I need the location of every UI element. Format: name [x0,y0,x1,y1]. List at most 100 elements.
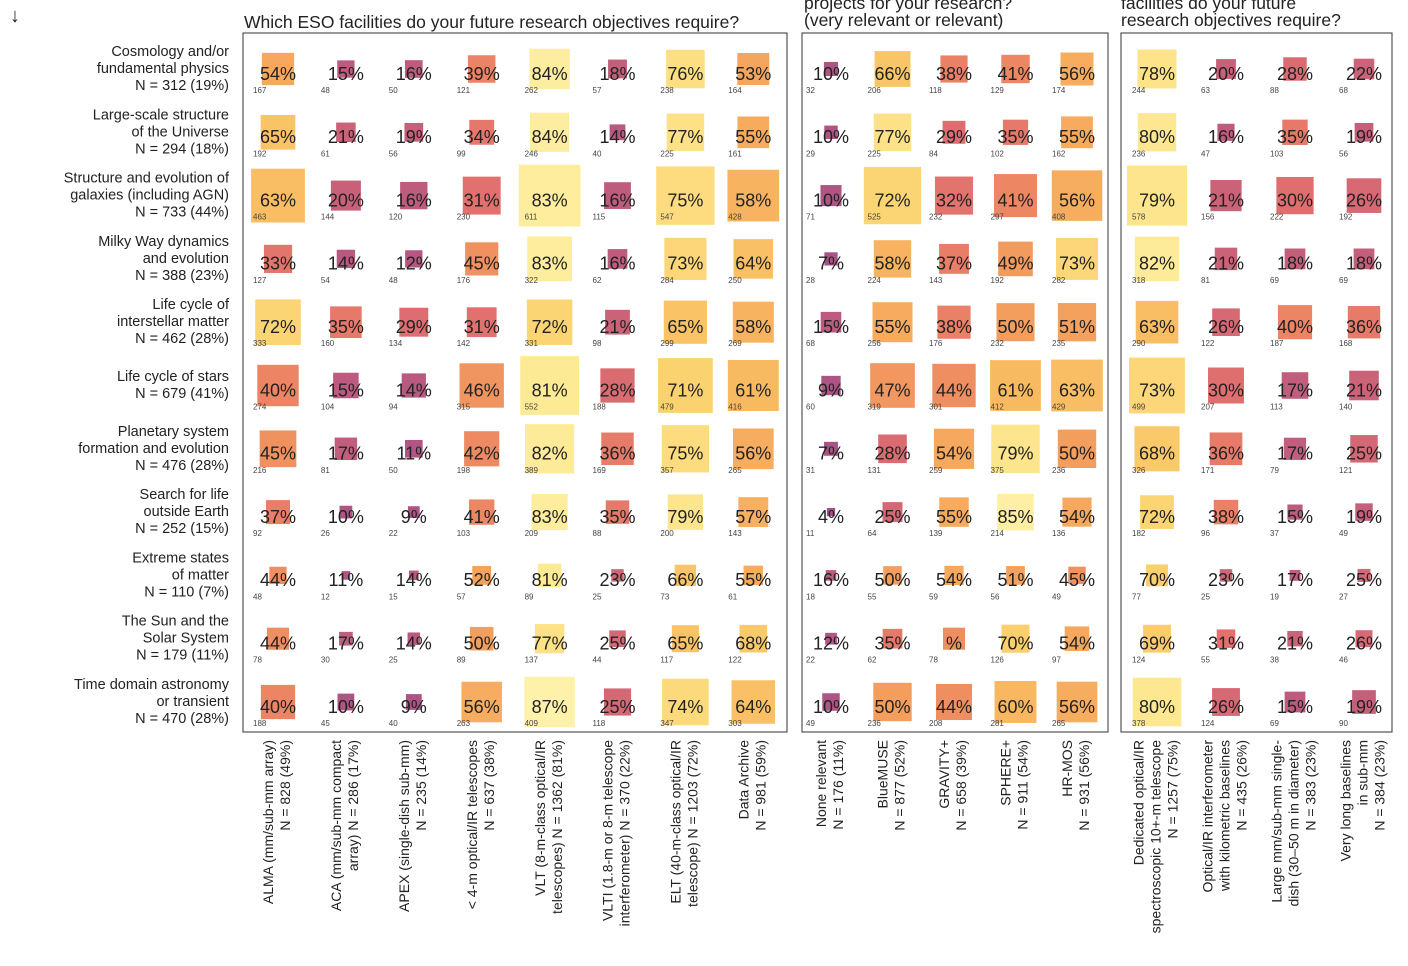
cell-square [524,676,575,728]
cell-square [405,250,423,268]
percent-label: 55% [874,317,910,337]
percent-label: 60% [997,697,1033,717]
cell-square [1002,119,1029,145]
count-label: 57 [457,592,466,601]
count-label: 263 [457,719,471,728]
percent-label: 35% [328,317,364,337]
count-label: 88 [593,529,602,538]
percent-label: 35% [1277,127,1313,147]
count-label: 57 [593,86,602,95]
column-label: interferometer) N = 370 (22%) [617,740,633,926]
cell-square [339,505,353,519]
percent-label: 82% [532,444,568,464]
percent-label: 52% [464,570,500,590]
count-label: 578 [1132,213,1146,222]
row-label: N = 294 (18%) [135,141,229,157]
cell-square [825,570,837,581]
count-label: 32 [806,86,815,95]
cell-square [263,244,293,273]
cell-square [878,434,907,464]
count-label: 319 [868,403,882,412]
cell-square [882,502,903,523]
cell-square [1140,495,1174,529]
percent-label: 21% [1208,254,1244,274]
cell-square [404,122,424,142]
percent-label: 20% [1208,64,1244,84]
cell-square [743,565,764,586]
percent-label: 83% [532,190,568,210]
percent-label: 16% [813,570,849,590]
percent-label: 25% [1346,444,1382,464]
column-label: N = 383 (23%) [1303,740,1319,831]
count-label: 56 [389,149,398,158]
percent-label: 41% [997,64,1033,84]
count-label: 547 [660,213,674,222]
cell-square [1216,59,1236,79]
percent-label: 4% [818,507,844,527]
cell-square [942,120,966,144]
column-label: array) N = 286 (17%) [345,740,361,871]
count-label: 176 [457,276,471,285]
cell-square [341,571,351,580]
percent-label: 72% [874,190,910,210]
percent-label: 35% [874,633,910,653]
count-label: 136 [1052,529,1066,538]
percent-label: 83% [532,254,568,274]
count-label: 73 [660,592,669,601]
percent-label: 45% [260,444,296,464]
row-label: Cosmology and/or [111,44,229,60]
count-label: 49 [1052,592,1061,601]
percent-label: 76% [667,64,703,84]
column-label: None relevant [813,740,829,827]
percent-label: 28% [599,380,635,400]
cell-square [337,60,355,78]
percent-label: 65% [667,317,703,337]
count-label: 174 [1052,86,1066,95]
cell-square [401,373,426,398]
count-label: 315 [457,403,471,412]
count-label: 525 [868,213,882,222]
percent-label: 44% [936,380,972,400]
cell-square [251,168,305,223]
percent-label: 72% [260,317,296,337]
count-label: 389 [525,466,539,475]
cell-square [261,52,295,86]
cell-square [1212,688,1240,716]
row-label: N = 388 (23%) [135,268,229,284]
percent-label: 66% [667,570,703,590]
count-label: 408 [1052,213,1066,222]
row-label: Milky Way dynamics [98,234,229,250]
row-label: formation and evolution [78,441,229,457]
cell-square [534,624,565,654]
percent-label: 35% [599,507,635,527]
count-label: 160 [321,339,335,348]
percent-label: 17% [1277,570,1313,590]
cell-square [1216,629,1236,648]
percent-label: 77% [532,633,568,653]
percent-label: 73% [1059,254,1095,274]
cell-square [820,311,842,333]
cell-square [825,632,837,645]
cell-square [600,368,635,403]
count-label: 259 [929,466,943,475]
percent-label: 53% [735,64,771,84]
cell-square [1001,54,1030,84]
percent-label: 40% [1277,317,1313,337]
cell-square [663,300,708,344]
cell-square [826,507,836,517]
percent-label: 29% [936,127,972,147]
cell-square [739,624,768,653]
count-label: 121 [457,86,471,95]
row-label: or transient [156,694,229,710]
count-label: 54 [321,276,330,285]
count-label: 326 [1132,466,1146,475]
percent-label: 35% [997,127,1033,147]
percent-label: 25% [1346,570,1382,590]
count-label: 50 [389,466,398,475]
count-label: 299 [660,339,674,348]
cell-square [873,113,912,152]
percent-label: 68% [1139,444,1175,464]
cell-square [1283,57,1307,81]
cell-square [732,428,774,470]
percent-label: 70% [997,633,1033,653]
